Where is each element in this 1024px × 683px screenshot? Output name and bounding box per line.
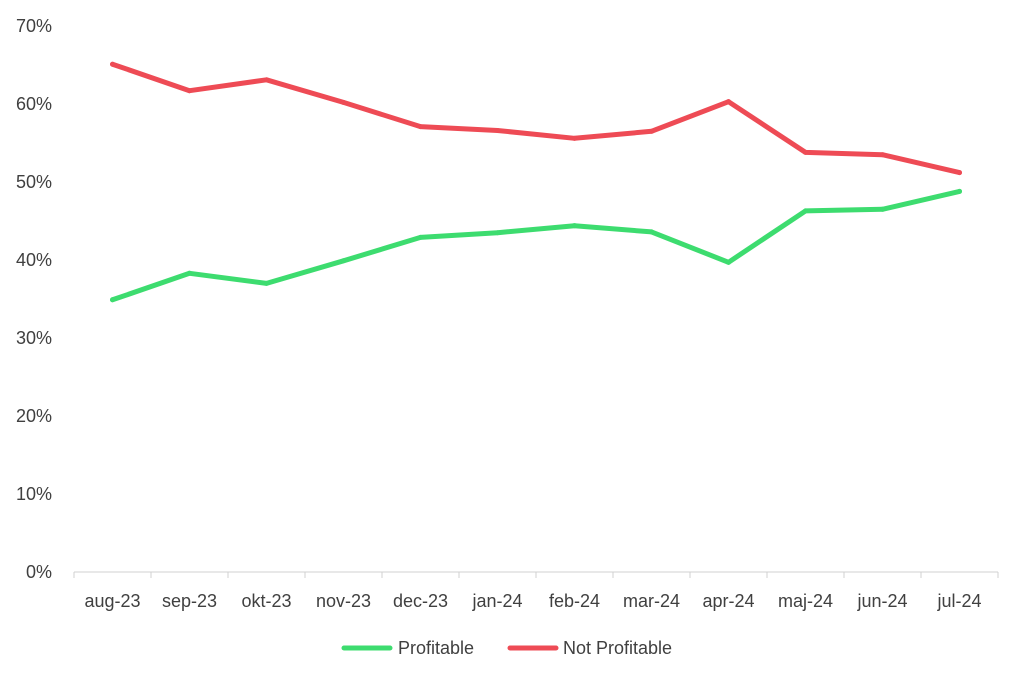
data-point [649, 128, 654, 134]
data-point [803, 208, 808, 214]
y-tick-label: 70% [16, 16, 52, 36]
data-point [341, 258, 346, 264]
data-point [572, 223, 577, 229]
legend-item-not-profitable: Not Profitable [507, 638, 672, 658]
y-axis: 0% 10% 20% 30% 40% 50% 60% 70% [16, 16, 52, 582]
y-tick-label: 60% [16, 94, 52, 114]
data-point [495, 230, 500, 236]
x-tick-label: jun-24 [856, 591, 907, 611]
x-tick-label: jul-24 [936, 591, 981, 611]
data-point [264, 280, 269, 286]
data-point [957, 188, 962, 194]
legend-item-profitable: Profitable [341, 638, 474, 658]
y-tick-label: 20% [16, 406, 52, 426]
x-tick-label: maj-24 [778, 591, 833, 611]
data-point [110, 61, 115, 67]
y-tick-label: 50% [16, 172, 52, 192]
data-point [418, 234, 423, 240]
data-point [957, 170, 962, 176]
x-axis: aug-23 sep-23 okt-23 nov-23 dec-23 jan-24 feb-… [73, 571, 999, 611]
data-point [726, 99, 731, 105]
x-tick-label: feb-24 [549, 591, 600, 611]
data-point [187, 88, 192, 94]
x-tick-label: sep-23 [162, 591, 217, 611]
data-point [803, 149, 808, 155]
data-point [264, 77, 269, 83]
x-tick-label: jan-24 [471, 591, 522, 611]
y-tick-label: 30% [16, 328, 52, 348]
y-tick-label: 10% [16, 484, 52, 504]
data-point [880, 206, 885, 212]
data-point [726, 259, 731, 265]
data-point [572, 135, 577, 141]
data-point [880, 152, 885, 158]
data-point [341, 99, 346, 105]
series-layer [110, 61, 962, 303]
legend: Profitable Not Profitable [341, 638, 672, 658]
legend-label: Profitable [398, 638, 474, 658]
series-line-profitable [110, 188, 962, 303]
x-tick-label: dec-23 [393, 591, 448, 611]
data-point [418, 124, 423, 130]
x-tick-label: nov-23 [316, 591, 371, 611]
x-tick-label: apr-24 [702, 591, 754, 611]
x-tick-label: okt-23 [241, 591, 291, 611]
data-point [495, 128, 500, 134]
legend-label: Not Profitable [563, 638, 672, 658]
data-point [110, 297, 115, 303]
x-tick-label: mar-24 [623, 591, 680, 611]
y-tick-label: 40% [16, 250, 52, 270]
data-point [649, 229, 654, 235]
x-tick-label: aug-23 [84, 591, 140, 611]
data-point [187, 270, 192, 276]
y-tick-label: 0% [26, 562, 52, 582]
series-line-not-profitable [110, 61, 962, 176]
